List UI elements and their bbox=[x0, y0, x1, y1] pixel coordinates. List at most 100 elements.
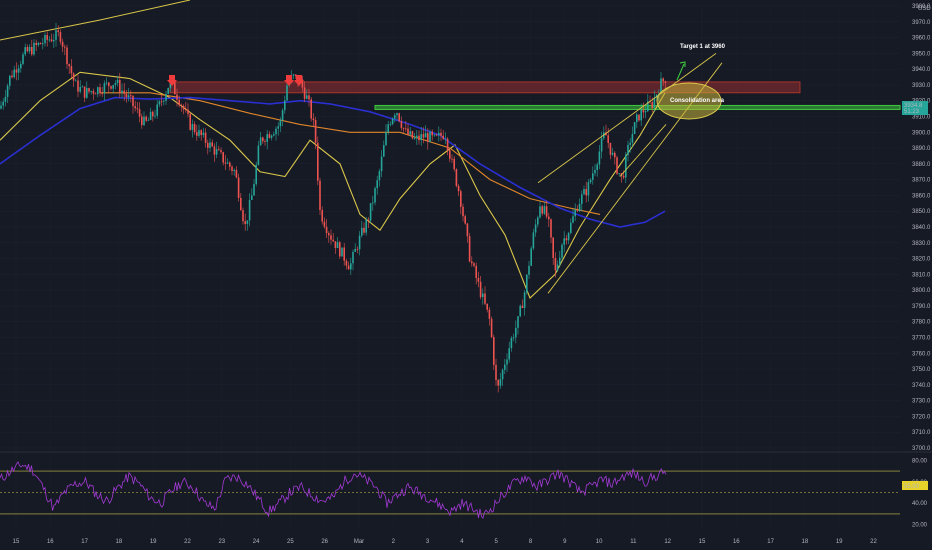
target-arrow-shaft bbox=[676, 63, 685, 81]
candle-body bbox=[380, 156, 383, 172]
candle-body bbox=[444, 138, 447, 140]
candle-body bbox=[215, 149, 218, 155]
candle-body bbox=[66, 47, 68, 65]
candle-body bbox=[154, 115, 156, 117]
x-tick-label: 24 bbox=[253, 539, 260, 545]
y-tick-label: 3810.0 bbox=[912, 272, 931, 278]
x-tick-label: 9 bbox=[563, 539, 567, 545]
candle-body bbox=[477, 278, 480, 282]
candle-body bbox=[112, 85, 114, 89]
candle-body bbox=[270, 135, 273, 138]
candle-body bbox=[266, 134, 268, 142]
candle-body bbox=[204, 132, 207, 143]
candle-body bbox=[237, 177, 240, 198]
candle-body bbox=[347, 265, 350, 270]
candle-body bbox=[616, 157, 618, 174]
candle-body bbox=[638, 114, 640, 121]
candle-body bbox=[103, 83, 106, 94]
current-price-value: 3934.8 bbox=[904, 103, 923, 109]
candle-body bbox=[167, 87, 169, 94]
candle-body bbox=[24, 47, 26, 55]
candle-body bbox=[262, 137, 264, 142]
candle-body bbox=[185, 109, 187, 111]
x-tick-label: 16 bbox=[47, 539, 54, 545]
support-zone bbox=[374, 104, 901, 110]
candle-body bbox=[341, 247, 343, 257]
x-tick-label: 22 bbox=[870, 539, 877, 545]
candle-body bbox=[119, 79, 121, 93]
y-tick-label: 3840.0 bbox=[912, 225, 931, 231]
candle-body bbox=[319, 180, 321, 211]
x-tick-label: Mar bbox=[354, 539, 364, 545]
consolidation-label: Consolidation area bbox=[670, 98, 725, 104]
candle-body bbox=[464, 216, 466, 224]
current-price-tag bbox=[902, 101, 928, 115]
axes-layer: 3980.0 3970.0 3960.0 3950.0 3940.0 3930.0 3 9 20… bbox=[13, 4, 932, 545]
candle-body bbox=[468, 236, 471, 262]
candle-body bbox=[224, 162, 227, 164]
candle-body bbox=[156, 104, 158, 116]
y-tick-label: 3900.0 bbox=[912, 130, 931, 136]
candle-body bbox=[526, 274, 528, 293]
candle-body bbox=[537, 217, 539, 225]
candle-body bbox=[158, 101, 161, 105]
candle-body bbox=[182, 105, 185, 110]
candle-body bbox=[55, 30, 57, 40]
candle-body bbox=[598, 151, 601, 165]
candle-body bbox=[22, 54, 24, 64]
candle-body bbox=[407, 128, 409, 135]
y-tick-label: 3800.0 bbox=[912, 288, 931, 294]
candle-body bbox=[625, 154, 627, 178]
x-tick-label: 3 bbox=[426, 539, 430, 545]
x-tick-label: 8 bbox=[529, 539, 533, 545]
long-moving-average-line bbox=[0, 96, 666, 228]
x-tick-label: 23 bbox=[218, 539, 225, 545]
candle-body bbox=[209, 142, 211, 148]
x-tick-label: 12 bbox=[664, 539, 671, 545]
candle-body bbox=[334, 241, 337, 249]
candle-body bbox=[72, 73, 75, 81]
candle-body bbox=[314, 119, 317, 143]
candle-body bbox=[94, 93, 97, 95]
y-tick-label: 3890.0 bbox=[912, 146, 931, 152]
y-tick-label: 3870.0 bbox=[912, 178, 931, 184]
down-arrow-marker bbox=[284, 75, 294, 86]
candle-body bbox=[143, 116, 145, 126]
candle-body bbox=[358, 235, 361, 250]
candle-body bbox=[202, 132, 205, 136]
candle-body bbox=[257, 145, 260, 165]
candle-body bbox=[226, 162, 229, 164]
y-tick-label: 3910.0 bbox=[912, 115, 931, 121]
candle-body bbox=[149, 111, 152, 120]
candle-body bbox=[627, 144, 629, 155]
candle-body bbox=[374, 188, 376, 203]
candle-body bbox=[556, 264, 559, 271]
candle-body bbox=[515, 327, 517, 338]
candle-body bbox=[664, 81, 667, 83]
candle-body bbox=[317, 142, 319, 181]
candle-body bbox=[48, 39, 51, 41]
candle-body bbox=[246, 220, 249, 224]
candle-body bbox=[510, 337, 513, 349]
candle-body bbox=[134, 106, 136, 109]
candle-body bbox=[306, 95, 308, 99]
candle-body bbox=[490, 318, 493, 338]
candle-body bbox=[53, 39, 55, 42]
candle-body bbox=[418, 135, 420, 141]
candle-body bbox=[11, 75, 13, 78]
candle-body bbox=[64, 46, 66, 48]
candle-body bbox=[618, 173, 620, 175]
down-arrow-marker bbox=[167, 75, 177, 86]
candle-body bbox=[15, 69, 18, 73]
candle-body bbox=[101, 93, 103, 94]
candle-body bbox=[35, 42, 37, 45]
candle-body bbox=[609, 142, 612, 155]
x-tick-label: 17 bbox=[767, 539, 774, 545]
candle-body bbox=[561, 244, 563, 258]
candle-body bbox=[413, 138, 416, 139]
candle-body bbox=[268, 134, 271, 138]
candle-body bbox=[402, 127, 405, 129]
candle-body bbox=[662, 78, 664, 82]
candle-body bbox=[473, 263, 475, 266]
